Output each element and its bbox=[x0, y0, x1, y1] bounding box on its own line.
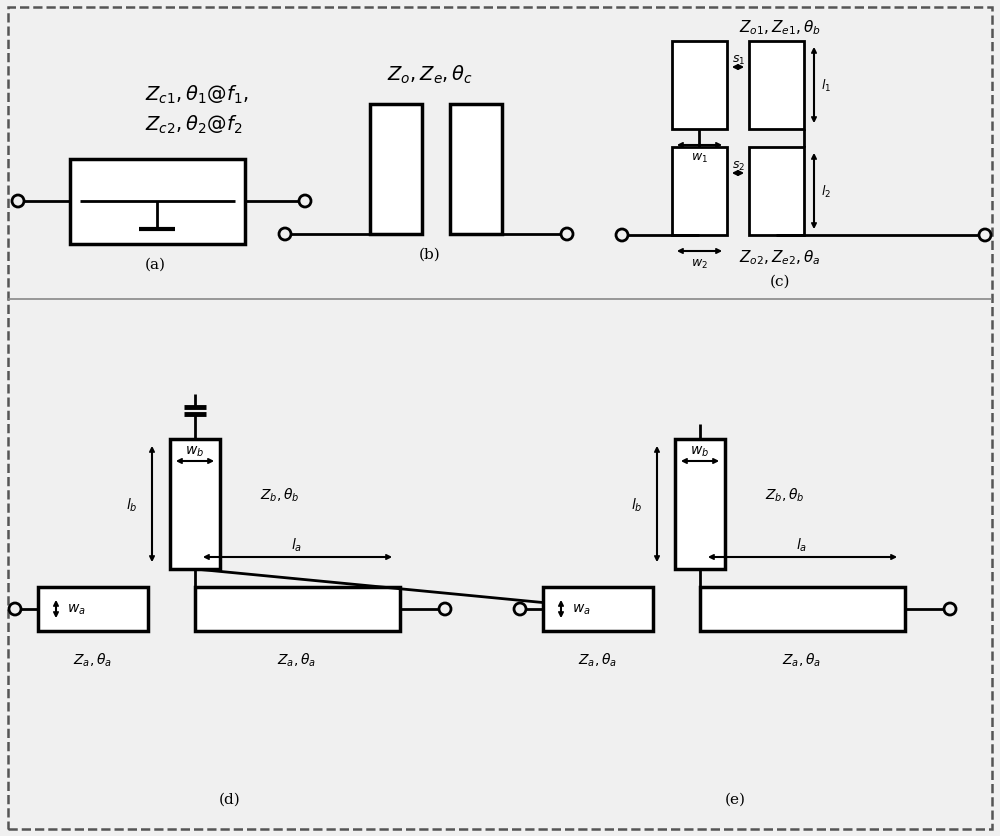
Bar bbox=[675, 440, 725, 569]
Text: $Z_{o2}, Z_{e2}, \theta_a$: $Z_{o2}, Z_{e2}, \theta_a$ bbox=[739, 248, 821, 267]
Bar bbox=[543, 588, 653, 631]
Text: $l_a$: $l_a$ bbox=[796, 536, 808, 553]
Text: $Z_{o1}, Z_{e1}, \theta_b$: $Z_{o1}, Z_{e1}, \theta_b$ bbox=[739, 18, 821, 38]
Text: $Z_b, \theta_b$: $Z_b, \theta_b$ bbox=[765, 486, 805, 503]
Text: (b): (b) bbox=[419, 247, 441, 262]
Text: $Z_a, \theta_a$: $Z_a, \theta_a$ bbox=[277, 650, 317, 668]
Bar bbox=[749, 148, 804, 236]
Bar bbox=[672, 148, 727, 236]
Bar bbox=[195, 588, 400, 631]
Text: $Z_b, \theta_b$: $Z_b, \theta_b$ bbox=[260, 486, 300, 503]
Text: (a): (a) bbox=[144, 257, 166, 272]
Text: $s_1$: $s_1$ bbox=[732, 54, 746, 67]
Bar bbox=[450, 104, 502, 235]
Text: (c): (c) bbox=[770, 275, 790, 288]
Circle shape bbox=[561, 229, 573, 241]
Circle shape bbox=[9, 604, 21, 615]
Text: $w_a$: $w_a$ bbox=[67, 602, 85, 616]
Text: (e): (e) bbox=[724, 792, 746, 806]
Circle shape bbox=[944, 604, 956, 615]
Circle shape bbox=[299, 196, 311, 208]
Text: (d): (d) bbox=[219, 792, 241, 806]
Text: $Z_{c1},\theta_1 @ f_1,$: $Z_{c1},\theta_1 @ f_1,$ bbox=[145, 84, 249, 106]
Text: $s_2$: $s_2$ bbox=[732, 160, 746, 172]
Circle shape bbox=[616, 230, 628, 242]
Text: $w_1$: $w_1$ bbox=[691, 151, 707, 165]
Circle shape bbox=[979, 230, 991, 242]
Text: $Z_a, \theta_a$: $Z_a, \theta_a$ bbox=[578, 650, 618, 668]
Text: $Z_o, Z_e, \theta_c$: $Z_o, Z_e, \theta_c$ bbox=[387, 64, 473, 86]
Bar bbox=[38, 588, 148, 631]
Bar bbox=[672, 42, 727, 130]
Text: $l_2$: $l_2$ bbox=[821, 184, 831, 200]
Text: $Z_{c2},\theta_2 @ f_2$: $Z_{c2},\theta_2 @ f_2$ bbox=[145, 114, 242, 136]
Text: $w_b$: $w_b$ bbox=[185, 444, 205, 459]
Text: $l_b$: $l_b$ bbox=[631, 496, 643, 513]
Bar bbox=[749, 42, 804, 130]
Text: $w_a$: $w_a$ bbox=[572, 602, 590, 616]
Circle shape bbox=[12, 196, 24, 208]
Text: $Z_a, \theta_a$: $Z_a, \theta_a$ bbox=[73, 650, 113, 668]
Text: $w_b$: $w_b$ bbox=[690, 444, 710, 459]
Text: $w_2$: $w_2$ bbox=[691, 257, 707, 270]
Circle shape bbox=[279, 229, 291, 241]
Bar bbox=[70, 160, 245, 245]
Bar bbox=[370, 104, 422, 235]
Text: $l_a$: $l_a$ bbox=[291, 536, 303, 553]
Text: $l_b$: $l_b$ bbox=[126, 496, 138, 513]
Text: $l_1$: $l_1$ bbox=[821, 78, 831, 94]
Circle shape bbox=[439, 604, 451, 615]
Circle shape bbox=[514, 604, 526, 615]
Bar bbox=[170, 440, 220, 569]
Bar bbox=[700, 588, 905, 631]
Text: $Z_a, \theta_a$: $Z_a, \theta_a$ bbox=[782, 650, 822, 668]
